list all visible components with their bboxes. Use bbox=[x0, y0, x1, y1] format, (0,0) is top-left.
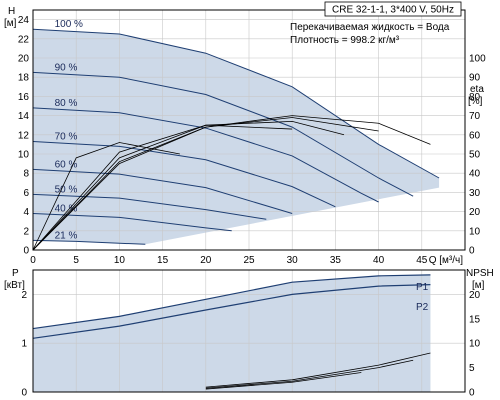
y-left-tick-label: 22 bbox=[18, 34, 30, 45]
y-right-tick-label: 90 bbox=[469, 73, 481, 84]
efficiency-curve bbox=[32, 117, 379, 251]
npsh-curve bbox=[205, 359, 414, 389]
speed-label: 50 % bbox=[55, 184, 78, 195]
y-left-tick-label: 16 bbox=[18, 92, 30, 103]
y-left-axis-unit: [м] bbox=[4, 18, 17, 29]
y-right-tick-label: 100 bbox=[469, 54, 486, 65]
x-tick-label: 35 bbox=[330, 255, 342, 266]
npsh-axis-label: NPSH bbox=[466, 268, 494, 279]
head-curve-80pct bbox=[32, 107, 379, 203]
speed-label: 21 % bbox=[55, 230, 78, 241]
y-left-tick-label: 0 bbox=[23, 246, 29, 257]
y-right-tick-label: 50 bbox=[469, 150, 481, 161]
x-tick-label: 45 bbox=[416, 255, 428, 266]
p-tick-label: 1 bbox=[21, 339, 27, 350]
efficiency-curve bbox=[32, 142, 180, 251]
y-right-tick-label: 70 bbox=[469, 111, 481, 122]
npsh-tick-label: 10 bbox=[469, 339, 481, 350]
y-right-tick-label: 30 bbox=[469, 188, 481, 199]
fluid-info: Перекачиваемая жидкость = Вода bbox=[290, 22, 450, 33]
y-left-tick-label: 24 bbox=[18, 15, 30, 26]
y-right-tick-label: 60 bbox=[469, 130, 481, 141]
bottom-plot-frame bbox=[32, 269, 466, 393]
npsh-axis-unit: [м] bbox=[472, 280, 485, 291]
power-curve-p1 bbox=[32, 274, 431, 330]
x-tick-label: 15 bbox=[157, 255, 169, 266]
speed-label: 60 % bbox=[55, 159, 78, 170]
y-right-tick-label: 0 bbox=[469, 246, 475, 257]
head-curve-50pct bbox=[32, 193, 267, 220]
y-left-tick-label: 10 bbox=[18, 150, 30, 161]
y-left-axis-label: H bbox=[8, 6, 15, 17]
speed-label: 80 % bbox=[55, 98, 78, 109]
y-left-tick-label: 20 bbox=[18, 54, 30, 65]
title-box bbox=[324, 1, 462, 17]
y-right-tick-label: 10 bbox=[469, 226, 481, 237]
speed-label: 100 % bbox=[55, 19, 83, 30]
head-curve-70pct bbox=[32, 141, 336, 208]
top-plot-frame bbox=[32, 9, 466, 251]
p-tick-label: 2 bbox=[21, 290, 27, 301]
y-left-tick-label: 14 bbox=[18, 111, 30, 122]
x-tick-label: 0 bbox=[30, 255, 36, 266]
p1-label: P1 bbox=[416, 282, 429, 293]
y-right-tick-label: 20 bbox=[469, 207, 481, 218]
y-left-tick-label: 6 bbox=[23, 188, 29, 199]
p-axis-unit: [кВт] bbox=[4, 280, 25, 291]
npsh-tick-label: 15 bbox=[469, 314, 481, 325]
y-left-tick-label: 2 bbox=[23, 226, 29, 237]
y-left-tick-label: 12 bbox=[18, 130, 30, 141]
speed-label: 40 % bbox=[55, 204, 78, 215]
head-curve-100pct bbox=[32, 28, 440, 179]
npsh-curve bbox=[205, 372, 362, 390]
power-curve-p2 bbox=[32, 284, 431, 339]
y-right-tick-label: 40 bbox=[469, 169, 481, 180]
x-tick-label: 30 bbox=[287, 255, 299, 266]
speed-label: 90 % bbox=[55, 62, 78, 73]
y-right-tick-label: 80 bbox=[469, 92, 481, 103]
efficiency-curve bbox=[32, 124, 293, 251]
chart-title: CRE 32-1-1, 3*400 V, 50Hz bbox=[332, 5, 454, 16]
npsh-tick-label: 0 bbox=[469, 388, 475, 399]
efficiency-curve bbox=[32, 115, 431, 251]
p-tick-label: 0 bbox=[21, 388, 27, 399]
p-axis-label: P bbox=[12, 268, 19, 279]
power-area bbox=[33, 274, 431, 392]
y-left-tick-label: 18 bbox=[18, 73, 30, 84]
y-right-axis-label: eta bbox=[470, 84, 484, 95]
npsh-tick-label: 5 bbox=[469, 363, 475, 374]
y-right-axis-unit: [%] bbox=[468, 96, 483, 107]
head-curve-21pct bbox=[32, 239, 146, 245]
x-tick-label: 25 bbox=[243, 255, 255, 266]
y-left-tick-label: 4 bbox=[23, 207, 29, 218]
x-tick-label: 5 bbox=[73, 255, 79, 266]
density-info: Плотность = 998.2 кг/м³ bbox=[290, 35, 400, 46]
operating-area bbox=[33, 29, 440, 251]
x-tick-label: 40 bbox=[373, 255, 385, 266]
p2-label: P2 bbox=[416, 302, 429, 313]
speed-label: 70 % bbox=[55, 132, 78, 143]
npsh-curve bbox=[205, 352, 431, 388]
head-curve-40pct bbox=[32, 213, 232, 232]
x-tick-label: 20 bbox=[200, 255, 212, 266]
x-tick-label: 10 bbox=[114, 255, 126, 266]
y-left-tick-label: 8 bbox=[23, 169, 29, 180]
x-axis-label: Q [м³/ч] bbox=[429, 255, 464, 266]
head-curve-60pct bbox=[32, 168, 293, 214]
npsh-tick-label: 20 bbox=[469, 290, 481, 301]
head-curve-90pct bbox=[32, 71, 414, 197]
